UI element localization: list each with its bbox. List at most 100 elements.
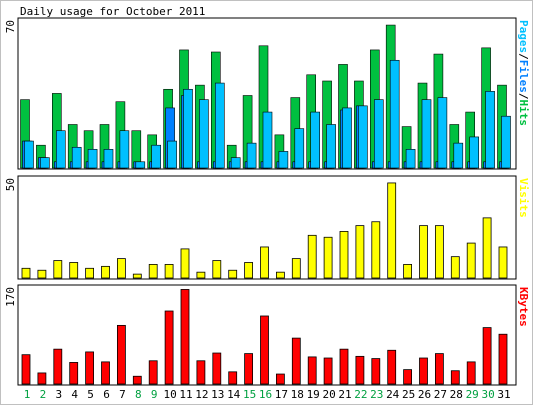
bar-kbytes: [275, 373, 285, 385]
x-tick-label: 19: [307, 388, 320, 401]
bar-kbytes: [164, 310, 174, 385]
bar-pages: [246, 142, 257, 169]
bar-pages: [230, 157, 241, 169]
x-tick-label: 9: [151, 388, 158, 401]
bar-visits: [450, 256, 460, 279]
bar-pages: [373, 99, 384, 169]
ylabel-part-2: Files: [517, 60, 530, 93]
bar-pages: [469, 136, 480, 169]
x-tick-label: 7: [119, 388, 126, 401]
x-tick-label: 13: [211, 388, 224, 401]
x-tick-label: 22: [354, 388, 367, 401]
bar-kbytes: [482, 327, 492, 385]
bar-visits: [291, 258, 301, 279]
x-tick-label: 3: [55, 388, 62, 401]
x-tick-label: 15: [243, 388, 256, 401]
x-tick-label: 18: [291, 388, 304, 401]
bar-pages: [215, 82, 225, 169]
bar-visits: [371, 221, 381, 279]
panel-kbytes: 170 KBytes: [4, 284, 530, 386]
x-tick-label: 5: [87, 388, 94, 401]
bar-pages: [71, 146, 82, 169]
bar-kbytes: [403, 369, 413, 385]
bar-kbytes: [53, 348, 63, 385]
bar-pages: [119, 130, 130, 169]
bar-kbytes: [307, 356, 317, 385]
bar-visits: [85, 267, 94, 279]
bar-visits: [244, 262, 254, 279]
bar-pages: [421, 99, 432, 169]
x-tick-label: 21: [338, 388, 351, 401]
bar-pages: [151, 144, 161, 169]
x-tick-label: 26: [418, 388, 431, 401]
bar-kbytes: [419, 357, 428, 385]
ylabel-part-3: /: [517, 93, 530, 100]
y-max-label: 70: [4, 20, 17, 33]
bar-kbytes: [180, 289, 190, 385]
ylabel-part-4: Hits: [517, 100, 530, 127]
bar-pages: [24, 140, 34, 169]
bar-pages: [294, 128, 305, 169]
panel-ylabel: Visits: [517, 178, 530, 218]
bar-pages: [389, 59, 400, 169]
bar-kbytes: [450, 370, 460, 385]
x-tick-label: 8: [135, 388, 142, 401]
bar-kbytes: [339, 348, 349, 385]
bar-kbytes: [196, 360, 206, 385]
bar-pages: [358, 105, 368, 169]
bar-kbytes: [117, 324, 126, 385]
bar-kbytes: [291, 337, 301, 385]
panel-ylabel: Pages/Files/Hits: [517, 20, 530, 126]
bar-kbytes: [498, 333, 508, 385]
bar-pages: [342, 107, 352, 169]
bar-pages: [485, 91, 495, 169]
bar-kbytes: [244, 353, 254, 385]
x-tick-label: 2: [40, 388, 47, 401]
x-tick-label: 28: [450, 388, 463, 401]
bar-visits: [148, 264, 158, 279]
ylabel-part-1: /: [517, 53, 530, 60]
panel-hits-files-pages: 70 Pages/Files/Hits: [4, 17, 530, 170]
bar-kbytes: [69, 362, 79, 385]
x-tick-label: 29: [466, 388, 479, 401]
x-tick-label: 1: [24, 388, 31, 401]
x-tick-label: 31: [497, 388, 510, 401]
bar-kbytes: [387, 349, 397, 385]
bar-visits: [466, 242, 476, 279]
bar-pages: [262, 111, 273, 169]
bar-pages: [40, 157, 50, 169]
x-tick-label: 17: [275, 388, 288, 401]
panel-ylabel: KBytes: [517, 287, 530, 327]
bar-visits: [419, 225, 428, 279]
bar-pages: [183, 88, 193, 169]
x-tick-label: 27: [434, 388, 447, 401]
bar-visits: [21, 267, 31, 279]
bar-visits: [403, 264, 413, 279]
bar-kbytes: [212, 352, 222, 385]
bar-pages: [453, 142, 464, 169]
x-tick-label: 6: [103, 388, 110, 401]
bar-visits: [498, 246, 508, 279]
x-tick-label: 4: [71, 388, 78, 401]
bar-pages: [310, 111, 321, 169]
x-tick-label: 20: [322, 388, 335, 401]
bar-visits: [101, 265, 110, 279]
bar-pages: [55, 130, 66, 169]
bar-visits: [387, 182, 397, 279]
bar-visits: [323, 236, 333, 279]
bar-visits: [482, 217, 492, 279]
bar-pages: [437, 97, 448, 169]
y-max-label: 170: [4, 287, 17, 307]
x-tick-label: 23: [370, 388, 383, 401]
bar-kbytes: [37, 372, 47, 385]
bar-visits: [212, 260, 222, 279]
bar-kbytes: [466, 361, 476, 385]
bar-pages: [501, 115, 511, 169]
bar-visits: [132, 273, 142, 279]
chart-title: Daily usage for October 2011: [20, 5, 205, 18]
bar-pages: [87, 149, 98, 169]
x-tick-label: 11: [179, 388, 192, 401]
bar-kbytes: [323, 357, 333, 385]
bar-visits: [307, 234, 317, 279]
bar-kbytes: [132, 375, 142, 385]
